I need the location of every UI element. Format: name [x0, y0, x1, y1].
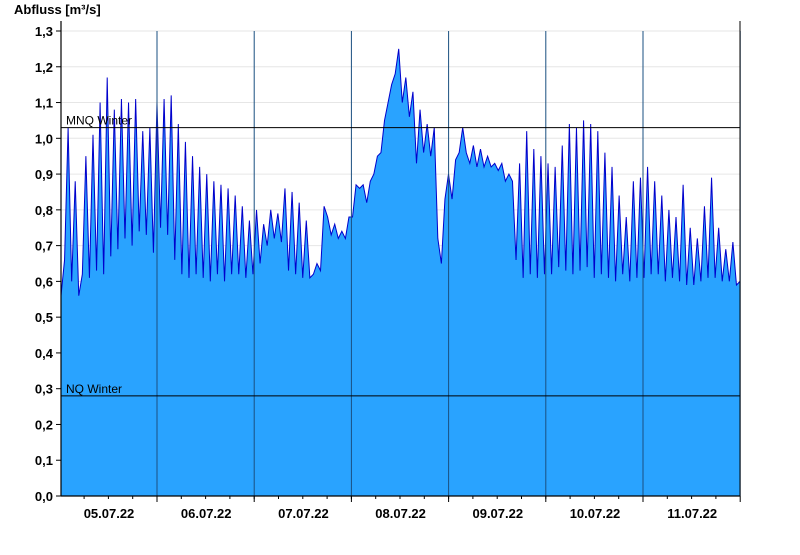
y-tick-label: 0,1: [35, 453, 53, 468]
y-tick-label: 0,9: [35, 167, 53, 182]
discharge-area: [61, 48, 740, 496]
y-tick-label: 0,5: [35, 310, 53, 325]
reference-line-label: NQ Winter: [66, 382, 122, 396]
y-tick-label: 0,6: [35, 274, 53, 289]
x-tick-label: 08.07.22: [375, 506, 426, 521]
y-tick-label: 1,2: [35, 60, 53, 75]
x-tick-label: 10.07.22: [570, 506, 621, 521]
x-tick-label: 06.07.22: [181, 506, 232, 521]
x-tick-label: 07.07.22: [278, 506, 329, 521]
reference-lines-layer: MNQ Winter NQ Winter: [61, 114, 740, 397]
y-tick-label: 1,3: [35, 24, 53, 39]
y-tick-label: 0,8: [35, 203, 53, 218]
y-tick-label: 0,3: [35, 382, 53, 397]
axis-layer: 0,0 0,1 0,2 0,3 0,4 0,5 0,6 0,7 0,8 0,9 1,0 1,1 1,2 1…: [35, 21, 741, 521]
series-layer: [60, 31, 741, 496]
x-tick-label: 05.07.22: [84, 506, 135, 521]
y-tick-label: 0,7: [35, 239, 53, 254]
reference-line-label: MNQ Winter: [66, 114, 132, 128]
y-tick-label: 0,0: [35, 489, 53, 504]
y-tick-label: 0,4: [35, 346, 54, 361]
y-tick-label: 0,2: [35, 417, 53, 432]
y-axis-title: Abfluss [m³/s]: [14, 2, 101, 17]
discharge-line: [60, 48, 741, 296]
y-tick-label: 1,1: [35, 96, 53, 111]
x-tick-label: 11.07.22: [667, 506, 717, 521]
y-tick-label: 1,0: [35, 131, 53, 146]
x-tick-label: 09.07.22: [472, 506, 523, 521]
